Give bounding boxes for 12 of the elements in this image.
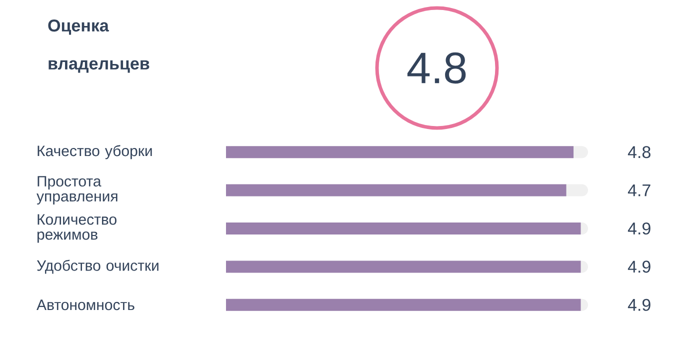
data-label: 4.7 — [628, 184, 650, 196]
y-tick-label: Автономность — [36, 300, 134, 310]
data-label: 4.8 — [628, 146, 650, 158]
data-label: 4.9 — [628, 298, 650, 311]
data-label: 4.9 — [628, 222, 650, 235]
chart-title: Оценка владельцев — [48, 20, 150, 73]
y-tick-label: Удобство очистки — [36, 260, 158, 274]
y-tick-label: Простота управления — [36, 176, 118, 205]
y-tick-label: Количество режимов — [38, 214, 116, 243]
text: 4.8 — [407, 52, 466, 84]
y-tick-label: Качество уборки — [38, 145, 152, 160]
data-label: 4.9 — [628, 260, 650, 273]
